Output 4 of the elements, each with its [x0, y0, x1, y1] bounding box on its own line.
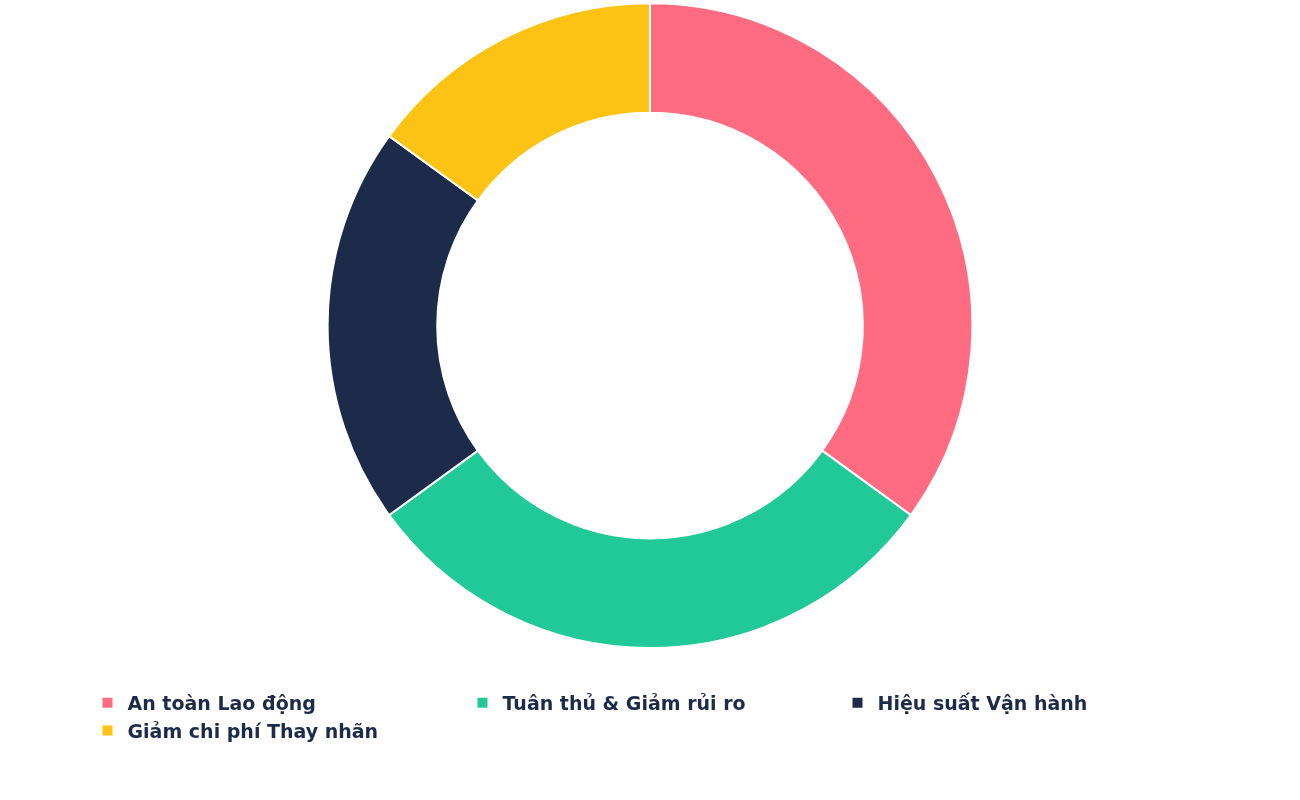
legend-label: Tuân thủ & Giảm rủi ro	[502, 692, 746, 715]
legend-label: An toàn Lao động	[127, 692, 316, 715]
legend-label: Giảm chi phí Thay nhãn	[127, 719, 379, 742]
legend-label: Hiệu suất Vận hành	[877, 692, 1088, 715]
